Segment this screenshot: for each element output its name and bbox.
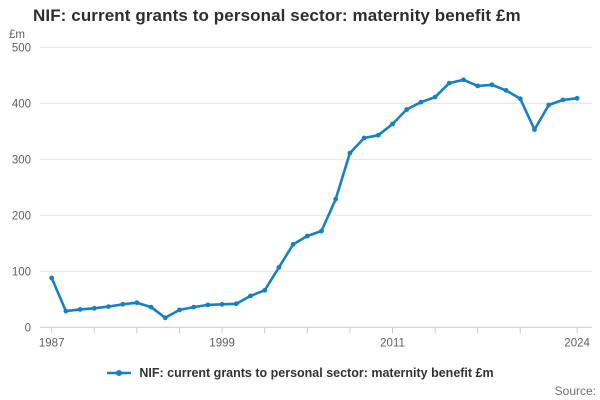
- data-point-2009: [361, 135, 367, 141]
- data-point-1987: [49, 275, 55, 281]
- y-tick-label-500: 500: [12, 42, 31, 54]
- x-tick-label-2024: 2024: [564, 337, 590, 349]
- data-point-2004: [290, 242, 296, 247]
- data-line: [50, 78, 579, 320]
- data-point-2000: [233, 301, 239, 307]
- data-point-1999: [219, 301, 225, 307]
- data-point-2021: [532, 127, 537, 132]
- data-point-1993: [134, 300, 140, 306]
- data-point-2016: [461, 77, 466, 83]
- data-point-2002: [262, 287, 268, 293]
- y-tick-label-200: 200: [12, 210, 31, 222]
- data-point-1990: [91, 305, 97, 311]
- x-tick-label-1987: 1987: [39, 337, 65, 349]
- data-point-2023: [560, 97, 566, 103]
- legend-line-icon: [107, 370, 132, 376]
- data-point-2007: [333, 196, 339, 202]
- data-point-1996: [177, 307, 182, 313]
- chart-legend: NIF: current grants to personal sector: …: [0, 366, 600, 380]
- data-point-2022: [546, 102, 552, 108]
- data-point-2013: [418, 99, 424, 105]
- legend-series-label: NIF: current grants to personal sector: …: [139, 366, 494, 380]
- y-axis-unit-label: £m: [9, 29, 25, 41]
- y-tick-label-0: 0: [25, 322, 31, 334]
- data-point-1998: [205, 302, 211, 308]
- line-chart-canvas: 0 100 200 300 400 500£m 1987 1999 2011 2024: [9, 29, 592, 349]
- data-point-1989: [77, 307, 83, 312]
- y-tick-label-300: 300: [12, 154, 31, 166]
- data-point-2012: [404, 107, 410, 112]
- data-point-2011: [390, 121, 395, 127]
- data-point-2017: [475, 83, 481, 89]
- data-point-1995: [162, 315, 168, 321]
- x-tick-label-1999: 1999: [209, 337, 235, 349]
- data-point-2010: [375, 132, 381, 138]
- data-point-1992: [120, 301, 126, 307]
- data-point-2006: [319, 228, 324, 234]
- data-point-2020: [517, 96, 523, 102]
- data-point-1988: [63, 308, 69, 314]
- data-point-1997: [191, 304, 197, 310]
- data-point-2001: [248, 293, 253, 299]
- source-note: Source:: [554, 384, 596, 398]
- data-point-2018: [489, 82, 495, 88]
- data-point-2015: [446, 80, 452, 86]
- data-point-2003: [276, 265, 282, 270]
- data-point-2008: [347, 150, 353, 156]
- y-tick-label-100: 100: [12, 266, 31, 278]
- y-tick-label-400: 400: [12, 98, 31, 110]
- data-point-1991: [106, 304, 111, 309]
- data-point-2019: [503, 88, 509, 93]
- data-point-1994: [148, 304, 154, 310]
- chart-title: NIF: current grants to personal sector: …: [33, 6, 521, 25]
- data-point-2005: [304, 233, 310, 239]
- data-point-2014: [432, 94, 438, 100]
- data-point-2024: [574, 95, 580, 101]
- x-tick-label-2011: 2011: [380, 337, 405, 349]
